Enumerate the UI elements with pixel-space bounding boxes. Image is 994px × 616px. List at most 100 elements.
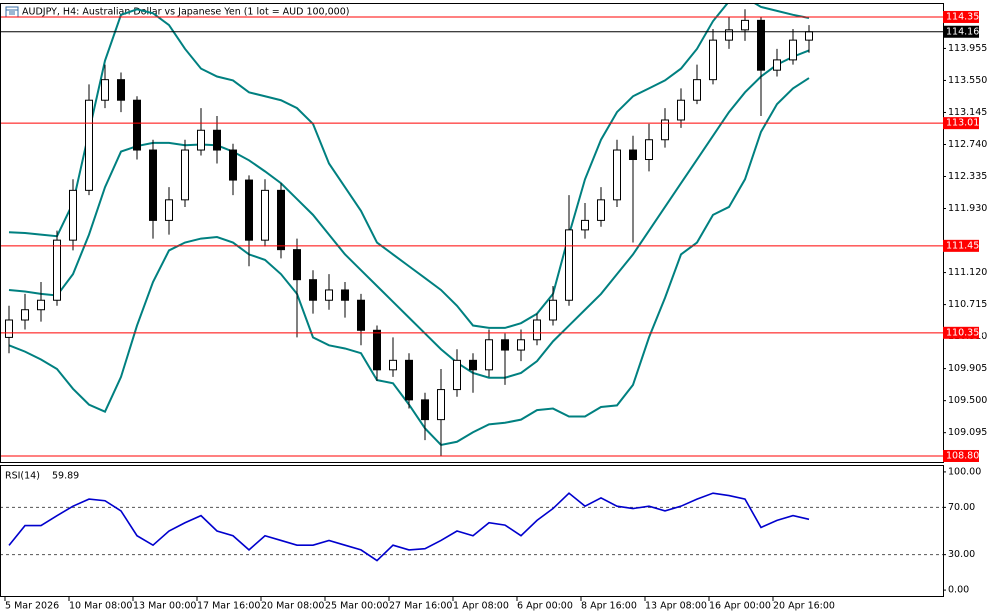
candle-body — [133, 99, 141, 151]
candle-body — [757, 19, 765, 71]
candle-body — [261, 189, 269, 241]
y-tick-label: 0.00 — [948, 585, 969, 596]
candle-body — [37, 299, 45, 311]
candle-body — [389, 359, 397, 371]
y-tick-label: 113.550 — [948, 75, 987, 86]
candle-body — [85, 99, 93, 191]
candle-body — [149, 149, 157, 221]
candle-body — [197, 129, 205, 151]
x-tick-label: 17 Mar 16:00 — [197, 601, 260, 612]
y-tick-label: 111.930 — [948, 203, 987, 214]
candle-body — [677, 99, 685, 121]
last-price-label: 114.166 — [946, 26, 985, 37]
x-tick-label: 13 Apr 08:00 — [645, 601, 707, 612]
y-tick-label: 112.335 — [948, 171, 987, 182]
candle-body — [485, 339, 493, 371]
candle-body — [741, 19, 749, 31]
candle-body — [597, 199, 605, 221]
candle-body — [165, 199, 173, 221]
candle-body — [565, 229, 573, 301]
bollinger-middle — [8, 49, 810, 379]
main-plot — [1, 4, 943, 457]
y-tick-label: 70.00 — [948, 502, 975, 513]
last-price-box — [943, 25, 979, 38]
x-tick-label: 13 Mar 00:00 — [133, 601, 196, 612]
level-label: 114.353 — [946, 11, 985, 22]
level-label: 108.800 — [946, 450, 985, 461]
candle-body — [213, 129, 221, 151]
level-box — [943, 239, 979, 252]
candle-body — [421, 399, 429, 421]
candle-body — [373, 329, 381, 371]
candle-body — [117, 79, 125, 101]
candle-body — [69, 189, 77, 241]
main-frame — [0, 3, 944, 463]
rsi-last-value: 59.89 — [52, 471, 79, 482]
candle-body — [549, 299, 557, 321]
candle-body — [21, 309, 29, 321]
y-tick-label: 109.905 — [948, 363, 987, 374]
candle-body — [277, 189, 285, 251]
candle-body — [725, 29, 733, 41]
level-label: 111.458 — [946, 240, 985, 251]
y-tick-label: 30.00 — [948, 549, 975, 560]
x-tick-label: 6 Apr 00:00 — [517, 601, 573, 612]
candle-body — [693, 79, 701, 101]
candle-body — [101, 79, 109, 101]
candle-body — [501, 339, 509, 351]
y-tick-label: 109.500 — [948, 395, 987, 406]
candle-body — [581, 219, 589, 231]
level-label: 110.358 — [946, 327, 985, 338]
x-tick-label: 5 Mar 2026 — [5, 601, 59, 612]
y-tick-label: 109.095 — [948, 427, 987, 438]
x-tick-label: 27 Mar 16:00 — [389, 601, 452, 612]
candle-body — [773, 59, 781, 71]
candle-body — [245, 179, 253, 241]
candle-body — [709, 39, 717, 81]
y-tick-label: 110.715 — [948, 299, 987, 310]
candle-body — [453, 359, 461, 391]
chart-title: AUDJPY, H4: Australian Dollar vs Japanes… — [22, 7, 349, 18]
x-tick-label: 10 Mar 08:00 — [69, 601, 132, 612]
candle-body — [405, 359, 413, 401]
candle-body — [469, 359, 477, 371]
level-box — [943, 449, 979, 462]
level-box — [943, 326, 979, 339]
y-tick-label: 113.145 — [948, 107, 987, 118]
candle-body — [293, 249, 301, 281]
symbol-icon — [5, 6, 19, 18]
bollinger-upper — [8, 4, 810, 329]
axes: 113.955 113.550 113.145 112.740 112.335 111.9… — [4, 10, 987, 612]
candle-body — [357, 299, 365, 331]
y-tick-label: 111.120 — [948, 267, 987, 278]
rsi-line — [8, 492, 810, 562]
level-box — [943, 10, 979, 23]
y-tick-label: 113.955 — [948, 43, 987, 54]
level-label: 113.010 — [946, 118, 985, 129]
y-tick-label: 112.740 — [948, 139, 987, 150]
level-box — [943, 117, 979, 130]
candle-body — [661, 119, 669, 141]
candle-body — [517, 339, 525, 351]
candle-body — [533, 319, 541, 341]
candle-body — [629, 149, 637, 161]
x-tick-label: 1 Apr 08:00 — [453, 601, 509, 612]
x-tick-label: 8 Apr 16:00 — [581, 601, 637, 612]
candle-body — [437, 389, 445, 421]
candle-body — [613, 149, 621, 201]
candle-body — [341, 289, 349, 301]
candle-body — [645, 139, 653, 161]
x-tick-label: 16 Apr 00:00 — [709, 601, 771, 612]
x-tick-label: 20 Mar 08:00 — [261, 601, 324, 612]
candle-body — [789, 39, 797, 61]
candle-body — [229, 149, 237, 181]
candle-body — [5, 319, 13, 338]
x-tick-label: 25 Mar 00:00 — [325, 601, 388, 612]
candle-body — [309, 279, 317, 301]
y-tick-label: 100.00 — [948, 466, 981, 477]
candle-body — [53, 239, 61, 301]
candle-body — [181, 149, 189, 201]
